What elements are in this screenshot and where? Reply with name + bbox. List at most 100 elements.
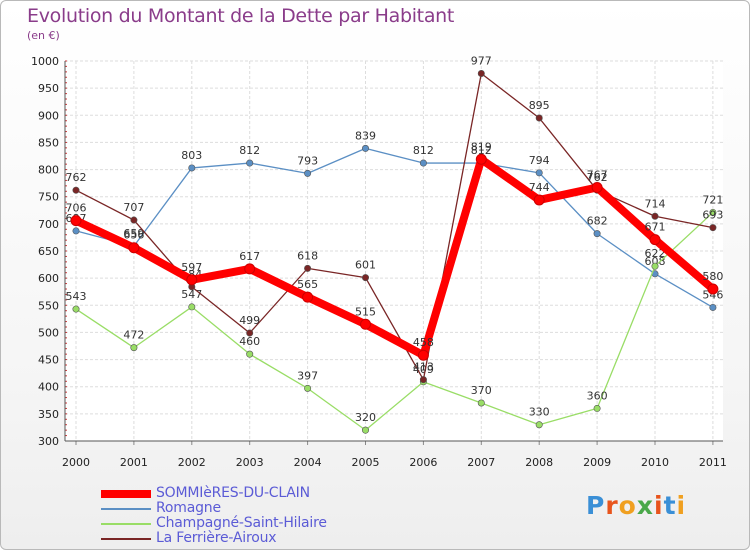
x-tick-label: 2002 [178, 456, 206, 469]
logo-letter: r [605, 491, 619, 520]
data-point [246, 350, 254, 358]
data-label: 812 [471, 144, 492, 157]
data-point [130, 216, 138, 224]
y-tick-label: 500 [38, 326, 59, 339]
logo-letter: o [618, 491, 637, 520]
data-label: 682 [587, 215, 608, 228]
data-point [128, 242, 140, 254]
data-label: 656 [123, 229, 144, 242]
data-point [304, 264, 312, 272]
data-label: 839 [355, 129, 376, 142]
data-label: 622 [645, 247, 666, 260]
data-label: 793 [297, 154, 318, 167]
data-point [72, 305, 80, 313]
plot-area [65, 61, 723, 441]
legend-label: Champagné-Saint-Hilaire [156, 515, 327, 531]
data-label: 794 [529, 154, 550, 167]
data-point [593, 404, 601, 412]
data-label: 812 [239, 144, 260, 157]
data-point [651, 262, 659, 270]
data-point [188, 303, 196, 311]
data-label: 460 [239, 335, 260, 348]
y-tick-label: 900 [38, 109, 59, 122]
x-tick-label: 2004 [294, 456, 322, 469]
data-label: 330 [529, 406, 550, 419]
data-label: 721 [702, 193, 723, 206]
data-label: 360 [587, 389, 608, 402]
y-tick-label: 350 [38, 408, 59, 421]
data-label: 413 [413, 361, 434, 374]
data-point [419, 159, 427, 167]
data-label: 706 [66, 202, 87, 215]
data-point [535, 114, 543, 122]
x-tick-label: 2006 [409, 456, 437, 469]
x-tick-label: 2005 [352, 456, 380, 469]
data-label: 618 [297, 249, 318, 262]
data-point [709, 224, 717, 232]
data-label: 543 [66, 290, 87, 303]
data-point [130, 344, 138, 352]
data-point [591, 181, 603, 193]
legend-swatch [101, 523, 151, 525]
data-label: 693 [702, 209, 723, 222]
data-point [417, 349, 429, 361]
data-label: 499 [239, 314, 260, 327]
data-label: 812 [413, 144, 434, 157]
data-point [475, 153, 487, 165]
legend-swatch [101, 490, 151, 498]
data-label: 565 [297, 278, 318, 291]
data-point [246, 159, 254, 167]
data-label: 659 [123, 227, 144, 240]
data-label: 819 [471, 140, 492, 153]
data-label: 744 [529, 181, 550, 194]
legend-swatch [101, 508, 151, 510]
y-tick-label: 800 [38, 164, 59, 177]
x-tick-label: 2001 [120, 456, 148, 469]
data-point [535, 421, 543, 429]
data-label: 762 [66, 171, 87, 184]
data-label: 458 [413, 336, 434, 349]
data-label: 977 [471, 54, 492, 67]
series-line [75, 147, 714, 309]
data-point [651, 212, 659, 220]
data-label: 895 [529, 99, 550, 112]
data-label: 803 [181, 149, 202, 162]
series-line [75, 211, 714, 431]
data-point [72, 227, 80, 235]
data-label: 762 [587, 171, 608, 184]
data-point [361, 274, 369, 282]
data-point [302, 291, 314, 303]
y-tick-label: 450 [38, 354, 59, 367]
logo-letter: t [663, 491, 677, 520]
y-tick-label: 700 [38, 218, 59, 231]
data-point [360, 318, 371, 330]
data-point [361, 144, 369, 152]
data-label: 320 [355, 411, 376, 424]
data-point [246, 329, 254, 337]
y-tick-label: 550 [38, 299, 59, 312]
data-label: 472 [123, 329, 144, 342]
y-tick-label: 950 [38, 82, 59, 95]
data-point [186, 274, 198, 286]
data-point [709, 208, 717, 216]
data-label: 608 [645, 255, 666, 268]
data-label: 397 [297, 369, 318, 382]
data-point [477, 69, 485, 77]
data-point [419, 376, 427, 384]
data-label: 370 [471, 384, 492, 397]
proxiti-logo: Proxiti [586, 491, 686, 520]
data-point [709, 303, 717, 311]
data-point [304, 384, 312, 392]
data-label: 580 [702, 270, 723, 283]
data-label: 409 [413, 363, 434, 376]
data-point [72, 186, 80, 194]
logo-letter: i [676, 491, 687, 520]
x-tick-label: 2010 [641, 456, 669, 469]
legend-swatch [101, 538, 151, 540]
data-point [593, 230, 601, 238]
x-tick-label: 2011 [699, 456, 727, 469]
x-tick-label: 2000 [62, 456, 90, 469]
data-label: 707 [123, 201, 144, 214]
data-label: 601 [355, 259, 376, 272]
